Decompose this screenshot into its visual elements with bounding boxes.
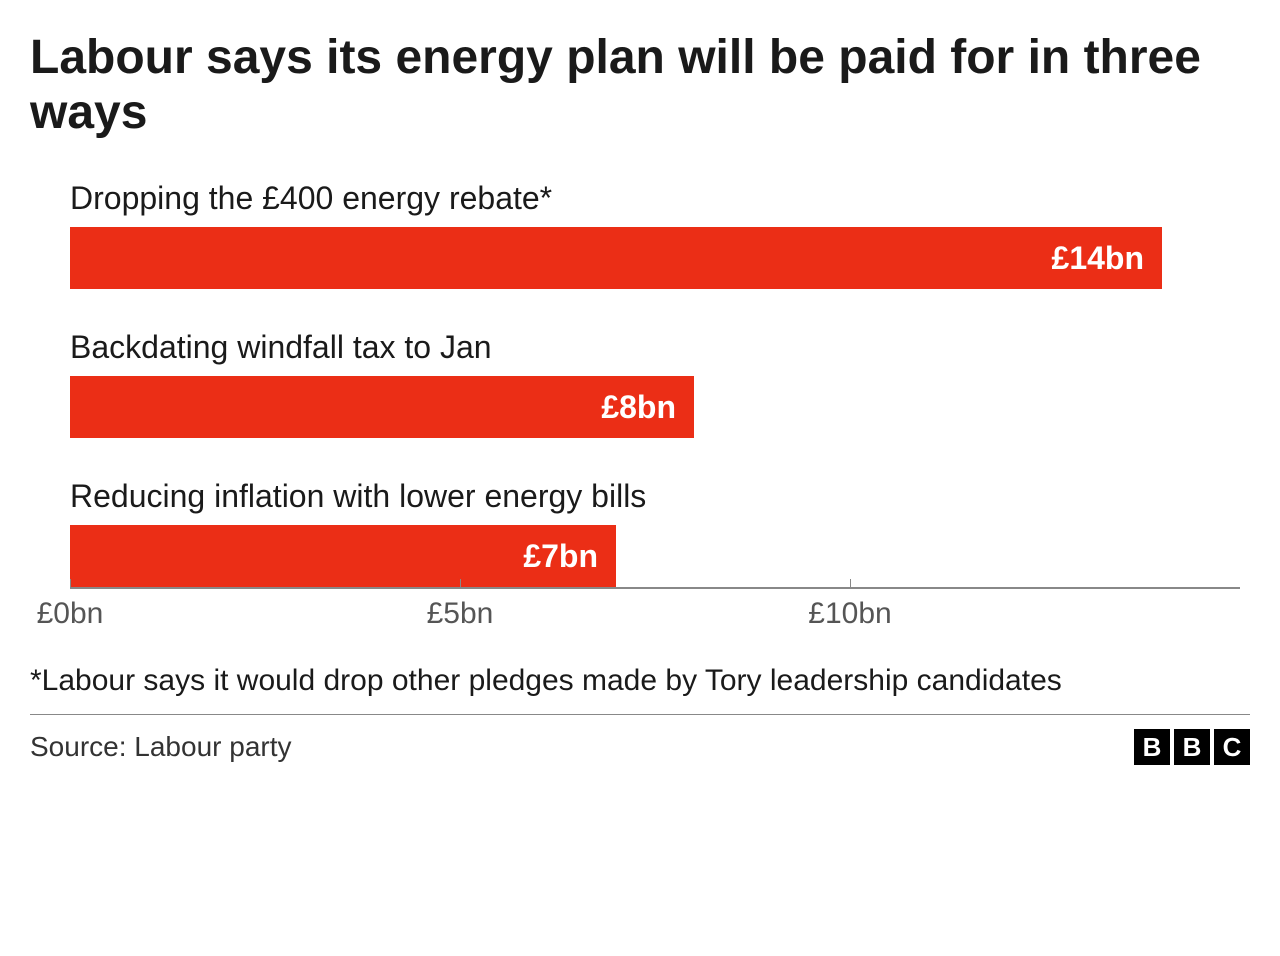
- bar-group-0: Dropping the £400 energy rebate* £14bn: [70, 180, 1240, 289]
- bar: £8bn: [70, 376, 694, 438]
- axis-tick-label: £5bn: [427, 597, 494, 631]
- source-row: Source: Labour party B B C: [30, 729, 1250, 765]
- bar-group-1: Backdating windfall tax to Jan £8bn: [70, 329, 1240, 438]
- bar-group-2: Reducing inflation with lower energy bil…: [70, 478, 1240, 587]
- bar-label: Backdating windfall tax to Jan: [70, 329, 1240, 366]
- bar: £14bn: [70, 227, 1162, 289]
- axis-tick: [460, 579, 461, 589]
- axis-tick-label: £10bn: [808, 597, 891, 631]
- bar-label: Reducing inflation with lower energy bil…: [70, 478, 1240, 515]
- axis-tick: [850, 579, 851, 589]
- logo-letter: C: [1214, 729, 1250, 765]
- bar-label: Dropping the £400 energy rebate*: [70, 180, 1240, 217]
- chart-area: Dropping the £400 energy rebate* £14bn B…: [70, 180, 1240, 589]
- x-axis: £0bn £5bn £10bn: [70, 587, 1240, 589]
- chart-footnote: *Labour says it would drop other pledges…: [30, 664, 1250, 715]
- logo-letter: B: [1134, 729, 1170, 765]
- bar-value: £7bn: [523, 538, 598, 575]
- axis-tick: [70, 579, 71, 589]
- bbc-logo: B B C: [1134, 729, 1250, 765]
- chart-title: Labour says its energy plan will be paid…: [30, 30, 1250, 140]
- logo-letter: B: [1174, 729, 1210, 765]
- chart-source: Source: Labour party: [30, 731, 292, 763]
- axis-tick-label: £0bn: [37, 597, 104, 631]
- bar-value: £8bn: [601, 389, 676, 426]
- bar: £7bn: [70, 525, 616, 587]
- bar-value: £14bn: [1052, 240, 1144, 277]
